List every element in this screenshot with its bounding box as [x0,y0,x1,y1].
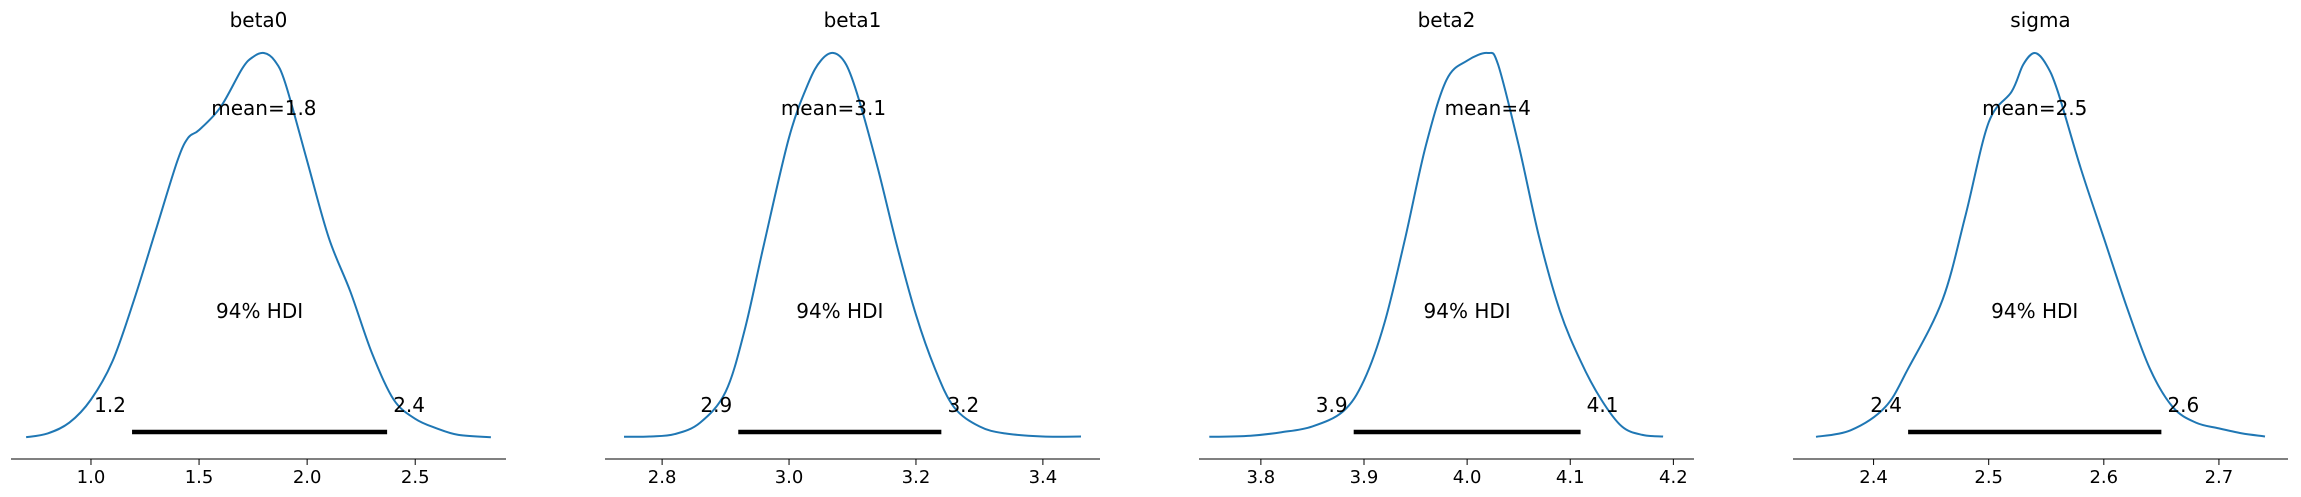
mean-label: mean=4 [1445,96,1531,120]
hdi-label: 94% HDI [1991,299,2078,323]
mean-label: mean=2.5 [1982,96,2087,120]
panel-sigma: sigma mean=2.5 94% HDI 2.4 2.6 2.4 2.5 2.6 2.7 [1793,8,2288,488]
hdi-upper-label: 2.4 [393,393,425,417]
panel-beta2: beta2 mean=4 94% HDI 3.9 4.1 3.8 3.9 4.0 4.1 4.2 [1199,8,1694,488]
mean-label: mean=1.8 [211,96,316,120]
hdi-lower-label: 2.9 [700,393,732,417]
x-tick-label: 2.5 [1974,467,2003,488]
hdi-upper-label: 3.2 [947,393,979,417]
x-tick-label: 2.8 [648,467,677,488]
density-curve [623,51,1082,438]
x-tick-label: 4.0 [1453,467,1482,488]
panel-title: beta2 [1418,8,1476,32]
x-tick-label: 1.5 [185,467,214,488]
x-tick-label: 3.8 [1247,467,1276,488]
x-tick-label: 2.5 [401,467,430,488]
panel-title: beta1 [824,8,882,32]
x-tick-label: 2.7 [2205,467,2234,488]
hdi-lower-label: 1.2 [94,393,126,417]
x-tick-label: 1.0 [77,467,106,488]
density-curve [1209,51,1664,438]
x-tick-label: 4.1 [1556,467,1585,488]
panel-beta1: beta1 mean=3.1 94% HDI 2.9 3.2 2.8 3.0 3.2 3.4 [605,8,1100,488]
x-tick-label: 2.0 [293,467,322,488]
hdi-label: 94% HDI [1424,299,1511,323]
x-tick-label: 2.6 [2089,467,2118,488]
density-curve [25,51,491,439]
panel-title: beta0 [230,8,288,32]
x-tick-label: 4.2 [1659,467,1688,488]
x-tick-label: 3.4 [1029,467,1058,488]
hdi-upper-label: 2.6 [2167,393,2199,417]
hdi-label: 94% HDI [216,299,303,323]
hdi-label: 94% HDI [796,299,883,323]
hdi-lower-label: 3.9 [1316,393,1348,417]
x-tick-label: 2.4 [1859,467,1888,488]
x-tick-label: 3.9 [1350,467,1379,488]
panel-title: sigma [2010,8,2070,32]
x-tick-label: 3.2 [902,467,931,488]
x-tick-label: 3.0 [775,467,804,488]
mean-label: mean=3.1 [781,96,886,120]
hdi-lower-label: 2.4 [1870,393,1902,417]
density-curve [1815,51,2266,438]
hdi-upper-label: 4.1 [1587,393,1619,417]
panel-beta0: beta0 mean=1.8 94% HDI 1.2 2.4 1.0 1.5 2.0 2.5 [11,8,506,488]
